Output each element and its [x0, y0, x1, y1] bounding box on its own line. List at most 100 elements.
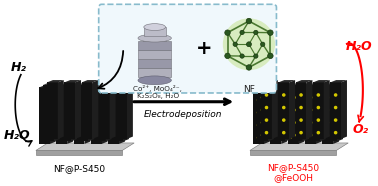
Polygon shape	[112, 83, 129, 85]
Circle shape	[313, 121, 316, 124]
Polygon shape	[108, 85, 125, 87]
Polygon shape	[91, 87, 102, 144]
Polygon shape	[274, 85, 285, 141]
Polygon shape	[77, 83, 94, 85]
Circle shape	[265, 106, 268, 109]
Polygon shape	[292, 83, 308, 85]
Text: Co²⁺, MoO₄²⁻,
K₂S₂O₈, H₂O: Co²⁺, MoO₄²⁻, K₂S₂O₈, H₂O	[133, 85, 182, 99]
Circle shape	[262, 121, 263, 124]
Text: NF@P-S450
@FeOOH: NF@P-S450 @FeOOH	[267, 163, 319, 183]
Circle shape	[257, 99, 260, 101]
Polygon shape	[92, 80, 98, 139]
Polygon shape	[123, 83, 129, 141]
Polygon shape	[324, 80, 330, 139]
Polygon shape	[322, 85, 339, 87]
Polygon shape	[296, 80, 312, 82]
Circle shape	[240, 54, 244, 58]
Polygon shape	[281, 85, 287, 144]
Polygon shape	[64, 80, 81, 82]
Circle shape	[283, 132, 285, 134]
Polygon shape	[333, 85, 339, 144]
Circle shape	[296, 134, 298, 136]
Polygon shape	[337, 83, 343, 141]
Circle shape	[257, 111, 260, 114]
Polygon shape	[82, 82, 92, 139]
Polygon shape	[289, 80, 295, 139]
Polygon shape	[60, 85, 71, 141]
Circle shape	[327, 137, 329, 139]
Polygon shape	[326, 85, 337, 141]
Polygon shape	[307, 80, 312, 139]
Polygon shape	[82, 80, 98, 82]
Polygon shape	[330, 82, 341, 139]
Polygon shape	[341, 80, 347, 139]
Circle shape	[262, 109, 263, 111]
Polygon shape	[261, 82, 272, 139]
Polygon shape	[110, 80, 116, 139]
Polygon shape	[119, 85, 125, 144]
Bar	[138, 41, 171, 50]
Circle shape	[331, 134, 333, 136]
Circle shape	[233, 42, 237, 46]
Polygon shape	[257, 83, 274, 85]
Polygon shape	[268, 83, 274, 141]
Polygon shape	[56, 87, 67, 144]
Circle shape	[317, 132, 319, 134]
Circle shape	[335, 94, 337, 96]
Polygon shape	[39, 85, 56, 87]
Polygon shape	[95, 83, 112, 85]
Polygon shape	[296, 82, 307, 139]
Ellipse shape	[138, 76, 171, 85]
Polygon shape	[272, 80, 278, 139]
Circle shape	[246, 42, 251, 47]
Circle shape	[331, 121, 333, 124]
Circle shape	[283, 94, 285, 96]
Polygon shape	[253, 87, 264, 144]
Polygon shape	[60, 83, 77, 85]
Text: +: +	[195, 39, 212, 58]
Circle shape	[309, 124, 311, 126]
Bar	[138, 59, 171, 68]
FancyBboxPatch shape	[99, 4, 276, 93]
Polygon shape	[322, 87, 333, 144]
Polygon shape	[75, 80, 81, 139]
Polygon shape	[305, 87, 316, 144]
Polygon shape	[84, 85, 90, 144]
Polygon shape	[274, 83, 291, 85]
Polygon shape	[102, 85, 108, 144]
Text: NF@P-S450: NF@P-S450	[53, 164, 105, 174]
Circle shape	[296, 96, 298, 99]
Polygon shape	[288, 85, 305, 87]
Circle shape	[225, 30, 230, 35]
Circle shape	[335, 132, 337, 134]
Polygon shape	[106, 83, 112, 141]
Circle shape	[317, 119, 319, 121]
Polygon shape	[288, 87, 299, 144]
Circle shape	[283, 119, 285, 121]
Circle shape	[292, 124, 294, 126]
Polygon shape	[88, 83, 94, 141]
Circle shape	[265, 94, 268, 96]
Circle shape	[296, 109, 298, 111]
Polygon shape	[320, 83, 326, 141]
Polygon shape	[278, 82, 289, 139]
Circle shape	[268, 30, 273, 35]
Text: Electrodeposition: Electrodeposition	[144, 110, 222, 118]
Polygon shape	[77, 85, 88, 141]
Polygon shape	[326, 83, 343, 85]
Polygon shape	[43, 85, 54, 141]
Polygon shape	[316, 85, 322, 144]
Circle shape	[268, 53, 273, 59]
Text: H₂O: H₂O	[345, 40, 372, 53]
Circle shape	[262, 134, 263, 136]
Circle shape	[313, 134, 316, 136]
Circle shape	[309, 111, 311, 114]
Circle shape	[335, 119, 337, 121]
Text: NF: NF	[243, 85, 255, 94]
Circle shape	[331, 109, 333, 111]
Polygon shape	[56, 85, 73, 87]
Text: O₂: O₂	[353, 123, 369, 136]
Circle shape	[275, 137, 277, 139]
Polygon shape	[253, 85, 270, 87]
Circle shape	[279, 109, 281, 111]
